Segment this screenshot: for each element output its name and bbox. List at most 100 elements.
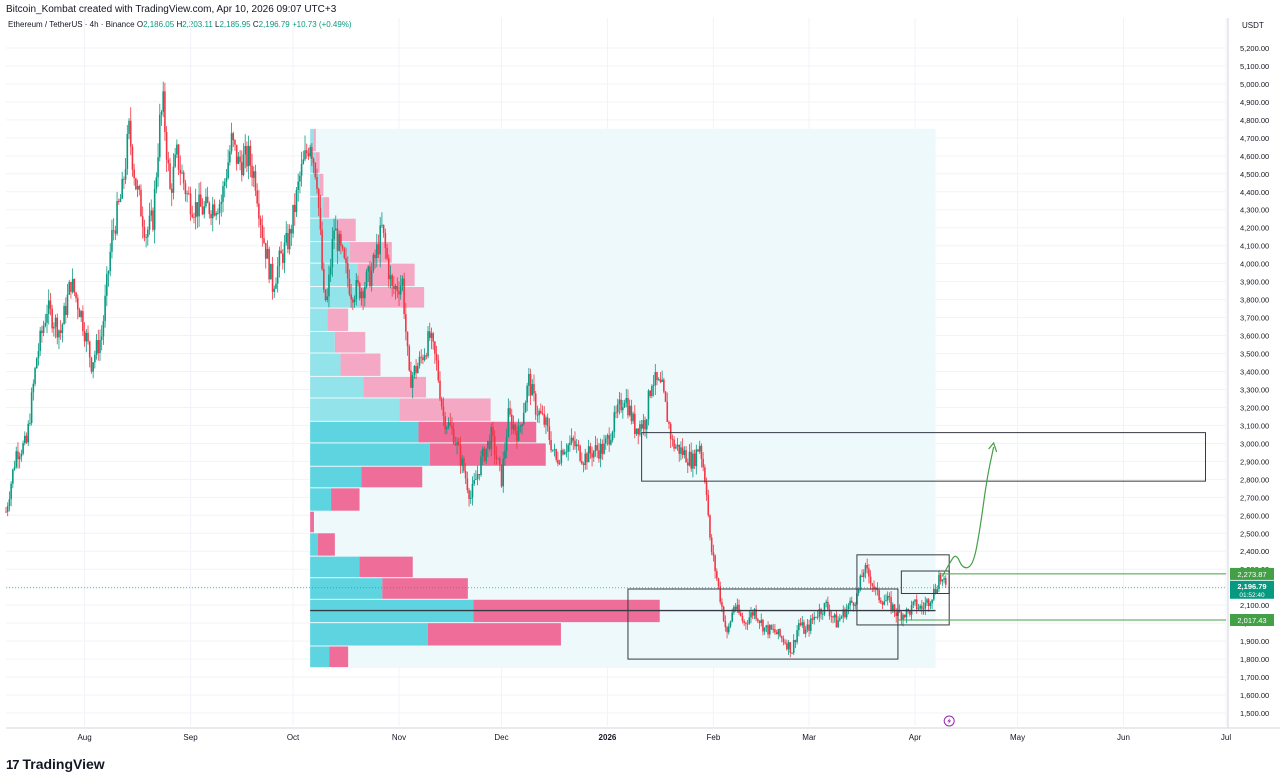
candle-body: [526, 385, 528, 403]
price-axis[interactable]: 1,500.00 1,600.00 1,700.00 1,800.00 1,900.00…: [1227, 18, 1274, 728]
price-tick-label: 4,900.00: [1240, 98, 1269, 107]
candle-body: [714, 555, 716, 572]
candle-body: [126, 133, 129, 169]
candle-body: [880, 600, 882, 603]
forecast-path[interactable]: [941, 446, 995, 577]
zone-rectangle[interactable]: [900, 570, 950, 594]
time-axis[interactable]: Aug Sep Oct Nov Dec 2026 Feb Mar Apr May Jun Jul: [6, 715, 1280, 742]
candle-body: [938, 574, 940, 590]
candle-body: [892, 604, 894, 611]
candle-body: [611, 431, 614, 440]
candle-body: [381, 224, 383, 226]
candle-body: [745, 622, 747, 624]
candle-body: [307, 153, 310, 157]
candle-body: [517, 426, 520, 441]
candle-body: [533, 384, 535, 394]
candle-body: [447, 422, 450, 428]
candle-body: [59, 330, 62, 333]
symbol-legend[interactable]: Ethereum / TetherUS · 4h · Binance O2,18…: [8, 20, 352, 29]
candle-body: [885, 600, 887, 602]
candle-body: [61, 324, 64, 333]
drawings[interactable]: [6, 432, 1226, 660]
candle-body: [387, 258, 390, 280]
candle-body: [415, 366, 417, 374]
candle-body: [352, 299, 354, 303]
candle-body: [762, 619, 764, 632]
candle-body: [581, 460, 583, 464]
candle-body: [536, 414, 539, 416]
candle-body: [446, 427, 448, 430]
candle-body: [832, 616, 834, 618]
candle-body: [282, 253, 284, 263]
candle-body: [738, 604, 740, 614]
candle-body: [220, 201, 223, 205]
candle-body: [869, 576, 872, 584]
zone-rectangle[interactable]: [641, 432, 1206, 482]
candle-body: [401, 278, 404, 286]
price-tick-label: 3,100.00: [1240, 421, 1269, 430]
candle-body: [403, 278, 405, 315]
candle-body: [35, 358, 38, 369]
candle-body: [548, 426, 551, 440]
candle-body: [608, 435, 610, 445]
candle-body: [680, 447, 682, 454]
candle-body: [943, 578, 945, 580]
candle-body: [131, 146, 134, 170]
candle-body: [917, 608, 920, 610]
candle-body: [852, 602, 855, 606]
candle-body: [37, 350, 40, 359]
candle-body: [661, 379, 663, 383]
price-tick-label: 2,400.00: [1240, 547, 1269, 556]
candle-body: [416, 365, 419, 374]
candle-body: [659, 379, 662, 383]
price-tick-label: 2,500.00: [1240, 529, 1269, 538]
candle-body: [56, 317, 59, 338]
candle-body: [540, 410, 542, 414]
candle-body: [406, 331, 409, 347]
candle-body: [215, 213, 217, 216]
candle-body: [420, 356, 423, 358]
candle-body: [507, 408, 510, 437]
high-value: 2,203.11: [182, 20, 213, 29]
candle-body: [346, 263, 349, 279]
price-tick-label: 1,800.00: [1240, 655, 1269, 664]
symbol-title[interactable]: Ethereum / TetherUS · 4h · Binance: [8, 20, 135, 29]
candle-body: [80, 311, 82, 318]
candle-body: [553, 449, 556, 451]
candle-body: [671, 438, 674, 440]
candle-body: [114, 230, 117, 234]
volume-bar-down: [340, 353, 381, 376]
candle-body: [116, 201, 118, 234]
candle-body: [65, 305, 67, 315]
candle-body: [150, 210, 153, 216]
candle-body: [512, 424, 515, 430]
candle-body: [293, 204, 296, 213]
candle-body: [618, 399, 621, 405]
candle-body: [753, 609, 756, 616]
zone-rectangle[interactable]: [627, 588, 899, 660]
candle-body: [707, 494, 710, 516]
candle-body: [167, 159, 170, 164]
price-chart[interactable]: 1,500.00 1,600.00 1,700.00 1,800.00 1,900.00…: [0, 0, 1280, 748]
candle-body: [276, 266, 279, 284]
candle-body: [300, 163, 303, 176]
candle-body: [338, 234, 340, 251]
candle-body: [411, 375, 414, 388]
candle-body: [772, 629, 774, 630]
candle-body: [317, 188, 320, 208]
change-value: +10.73 (+0.49%): [291, 20, 352, 29]
candle-body: [632, 413, 634, 422]
candle-body: [944, 578, 947, 585]
time-tick-label: Dec: [494, 733, 508, 742]
candle-body: [842, 609, 845, 617]
candle-body: [47, 300, 50, 315]
tradingview-logo[interactable]: 17 TradingView: [6, 756, 105, 772]
candle-body: [410, 370, 412, 388]
price-tick-label: 1,600.00: [1240, 691, 1269, 700]
candle-body: [391, 275, 393, 286]
candle-body: [85, 332, 88, 342]
candle-body: [135, 178, 137, 190]
candle-body: [811, 618, 814, 620]
level-price-tag: [1230, 614, 1274, 627]
candle-body: [909, 610, 911, 615]
